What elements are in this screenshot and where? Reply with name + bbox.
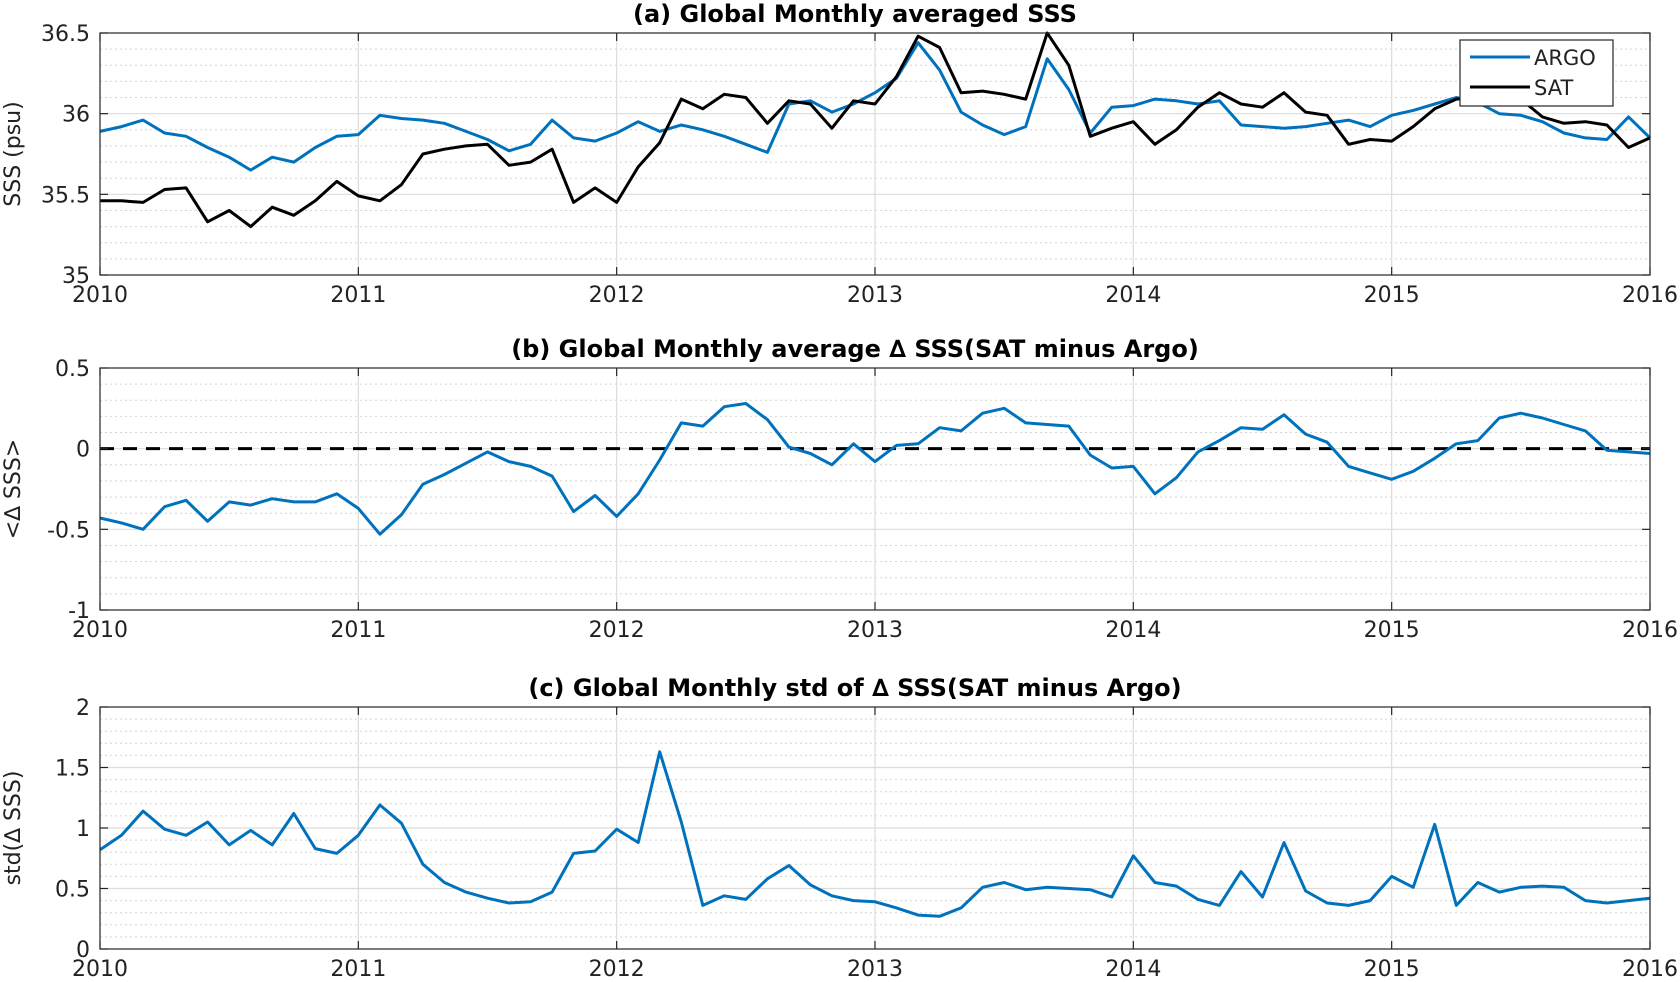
y-tick-label: 36: [62, 103, 90, 128]
y-tick-label: 35: [62, 264, 90, 289]
x-tick-label: 2015: [1364, 957, 1420, 982]
x-tick-label: 2012: [589, 283, 645, 308]
x-tick-label: 2014: [1105, 283, 1161, 308]
y-tick-label: 35.5: [41, 183, 90, 208]
series-line-argo: [99, 41, 1652, 172]
panel-c: 2010 2011 2012 2013 2014 2015 2016 0 0.5 1 1.5 2 (c)…: [1, 674, 1678, 982]
series-line-delta-sss: [99, 750, 1651, 918]
x-tick-label: 2010: [72, 618, 128, 643]
y-tick-label: -1: [68, 599, 90, 624]
chart-title: (b) Global Monthly average ∆ SSS(SAT min…: [511, 335, 1199, 363]
legend: ARGO SAT: [1459, 39, 1614, 107]
x-tick-label: 2015: [1364, 618, 1420, 643]
x-tick-label: 2016: [1622, 283, 1678, 308]
x-tick-label: 2016: [1622, 957, 1678, 982]
x-tick-label: 2014: [1105, 618, 1161, 643]
y-tick-label: 1.5: [55, 757, 90, 782]
x-tick-label: 2012: [589, 957, 645, 982]
y-tick-label: 0: [76, 938, 90, 963]
y-tick-label: 0: [76, 438, 90, 463]
y-tick-label: 36.5: [41, 22, 90, 47]
x-tick-label: 2016: [1622, 618, 1678, 643]
panel-a: 2010 2011 2012 2013 2014 2015 2016 35 35.5 36 36.5…: [1, 0, 1678, 308]
chart-title: (c) Global Monthly std of ∆ SSS(SAT minu…: [528, 674, 1181, 702]
x-tick-label: 2013: [847, 283, 903, 308]
y-tick-label: -0.5: [47, 518, 90, 543]
chart-title: (a) Global Monthly averaged SSS: [633, 0, 1077, 28]
x-tick-label: 2013: [847, 618, 903, 643]
y-axis-label: std(∆ SSS): [1, 771, 26, 886]
y-axis-label: SSS (psu): [1, 101, 26, 206]
x-tick-label: 2014: [1105, 957, 1161, 982]
y-tick-label: 0.5: [55, 357, 90, 382]
legend-label-argo: ARGO: [1534, 46, 1596, 70]
series-line-delta-sss: [99, 402, 1651, 536]
x-tick-label: 2011: [330, 283, 386, 308]
x-tick-label: 2010: [72, 283, 128, 308]
legend-label-sat: SAT: [1534, 76, 1573, 100]
y-tick-label: 0.5: [55, 878, 90, 903]
x-tick-label: 2015: [1364, 283, 1420, 308]
series-line-sat: [100, 31, 1651, 229]
x-tick-label: 2013: [847, 957, 903, 982]
x-tick-label: 2011: [330, 957, 386, 982]
panel-b: 2010 2011 2012 2013 2014 2015 2016 -1 -0.5 0 0.5 (b…: [1, 335, 1678, 643]
x-tick-label: 2010: [72, 957, 128, 982]
y-axis-label: <∆ SSS>: [1, 439, 26, 539]
y-tick-label: 2: [76, 696, 90, 721]
x-tick-label: 2012: [589, 618, 645, 643]
x-tick-label: 2011: [330, 618, 386, 643]
y-tick-label: 1: [76, 817, 90, 842]
legend-box: [1459, 39, 1614, 107]
